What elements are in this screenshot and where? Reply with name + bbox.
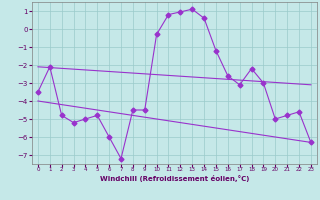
X-axis label: Windchill (Refroidissement éolien,°C): Windchill (Refroidissement éolien,°C) — [100, 175, 249, 182]
